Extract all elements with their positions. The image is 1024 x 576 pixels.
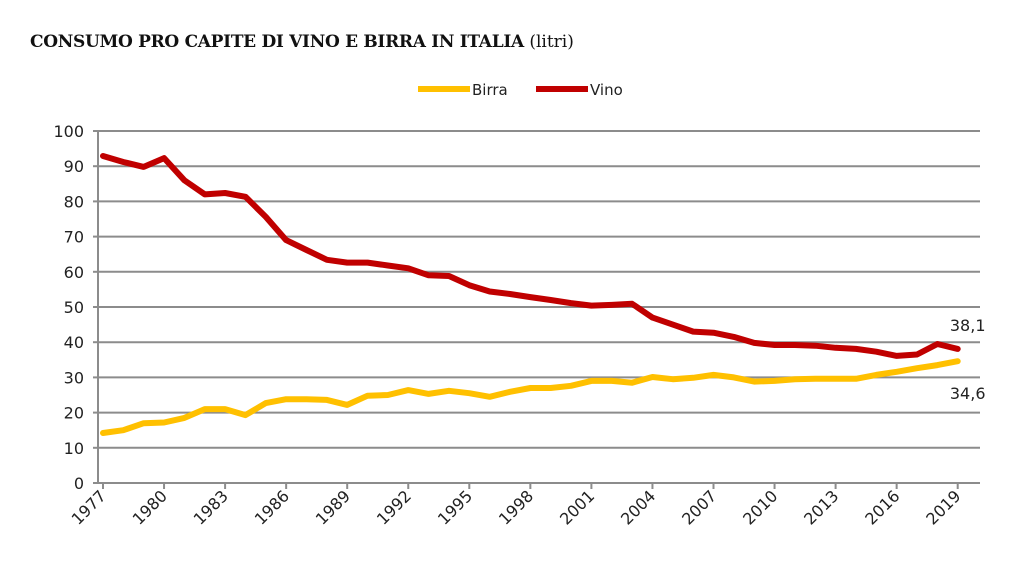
x-tick-label: 2004	[617, 486, 659, 528]
x-tick-label: 2016	[861, 486, 903, 528]
chart-title-text: CONSUMO PRO CAPITE DI VINO E BIRRA IN IT…	[30, 32, 524, 52]
y-tick-label: 90	[64, 157, 84, 176]
series-line-vino	[100, 153, 961, 359]
legend-label-birra: Birra	[472, 81, 508, 99]
y-tick-label: 70	[64, 228, 84, 247]
x-tick-label: 2007	[678, 486, 720, 528]
y-tick-label: 100	[53, 122, 84, 141]
y-tick-label: 0	[74, 474, 84, 493]
data-label-vino: 38,1	[950, 316, 986, 335]
x-tick-label: 1986	[251, 486, 293, 528]
x-tick-label: 1980	[129, 486, 171, 528]
x-tick-label: 1992	[373, 486, 415, 528]
x-tick-label: 1989	[312, 486, 354, 528]
y-tick-label: 30	[64, 368, 84, 387]
y-tick-label: 40	[64, 333, 84, 352]
x-tick-label: 1995	[434, 486, 476, 528]
data-label-birra: 34,6	[950, 384, 986, 403]
y-tick-label: 20	[64, 404, 84, 423]
chart-subtitle: (litri)	[529, 32, 574, 52]
y-tick-label: 60	[64, 263, 84, 282]
x-tick-label: 1998	[495, 486, 537, 528]
x-tick-label: 2013	[800, 486, 842, 528]
x-tick-label: 1983	[190, 486, 232, 528]
series-line-birra	[100, 358, 961, 436]
legend-label-vino: Vino	[590, 81, 623, 99]
y-tick-label: 50	[64, 298, 84, 317]
y-tick-label: 80	[64, 192, 84, 211]
y-tick-label: 10	[64, 439, 84, 458]
x-tick-label: 2001	[556, 486, 598, 528]
chart-title: CONSUMO PRO CAPITE DI VINO E BIRRA IN IT…	[30, 32, 574, 52]
x-tick-label: 2019	[922, 486, 964, 528]
x-tick-label: 2010	[739, 486, 781, 528]
